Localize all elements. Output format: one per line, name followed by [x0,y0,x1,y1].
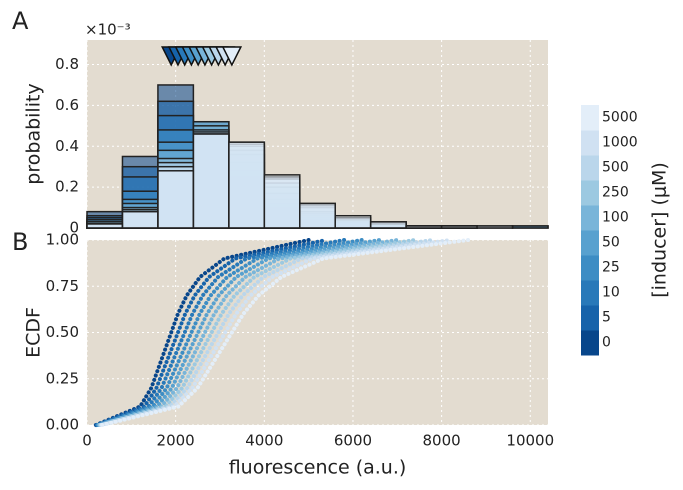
panel-label: B [12,228,28,256]
ecdf-line [95,238,364,427]
median-marker [221,46,243,67]
x-axis-label: fluorescence (a.u.) [229,457,407,479]
offset-text: ×10⁻³ [85,21,131,39]
colorbar-swatch [581,330,599,356]
y-tick-label: 0.6 [55,96,79,114]
y-tick-label: 0.00 [46,416,79,434]
x-tick-label: 0 [82,432,92,450]
x-tick-label: 4000 [245,432,283,450]
ecdf-line [94,238,329,427]
colorbar-label: 500 [602,160,629,176]
colorbar-swatch [581,230,599,256]
colorbar-swatch [581,305,599,331]
y-tick-label: 0.75 [46,277,79,295]
y-tick-label: 0.2 [55,178,79,196]
colorbar-label: 1000 [602,135,638,151]
histogram-bar [121,210,159,229]
panel-label: A [12,7,29,35]
colorbar-swatch [581,180,599,206]
colorbar-swatch [581,130,599,156]
histogram-bar [86,223,124,229]
x-tick-label: 10000 [506,432,554,450]
colorbar-label: 50 [602,235,620,251]
ecdf-line [93,238,311,427]
ecdf-line [95,238,347,427]
x-tick-label: 2000 [157,432,195,450]
colorbar-swatch [581,280,599,306]
colorbar-swatch [581,155,599,181]
histogram-bar [263,174,301,229]
histogram-bar [369,221,407,229]
colorbar-label: 250 [602,185,629,201]
histogram-bar [192,133,230,229]
y-tick-label: 1.00 [46,231,79,249]
histogram-bar [228,141,266,229]
y-tick-label: 0.8 [55,55,79,73]
x-tick-label: 6000 [334,432,372,450]
y-axis-label: probability [23,83,45,184]
y-tick-label: 0.50 [46,323,79,341]
colorbar-label: 25 [602,260,620,276]
y-tick-label: 0.4 [55,137,79,155]
colorbar-swatch [581,105,599,131]
ecdf-line [100,238,471,427]
ecdf-line [99,238,453,427]
colorbar-swatch [581,255,599,281]
ecdf-line [96,238,382,427]
x-tick-label: 8000 [423,432,461,450]
ecdf-line [98,238,418,427]
colorbar-label: 10 [602,285,620,301]
y-tick-label: 0 [69,219,79,237]
y-tick-label: 0.25 [46,369,79,387]
histogram-bar [334,214,372,229]
histogram-bar [157,170,195,229]
colorbar-label: 5 [602,310,611,326]
y-axis-label: ECDF [23,307,45,358]
colorbar-label: 0 [602,335,611,351]
colorbar-label: 100 [602,210,629,226]
colorbar-swatch [581,205,599,231]
ecdf-line [97,238,400,427]
ecdf-line [98,238,435,427]
colorbar-title: [inducer] (μM) [649,162,671,298]
histogram-bar [299,202,336,229]
colorbar-label: 5000 [602,110,638,126]
